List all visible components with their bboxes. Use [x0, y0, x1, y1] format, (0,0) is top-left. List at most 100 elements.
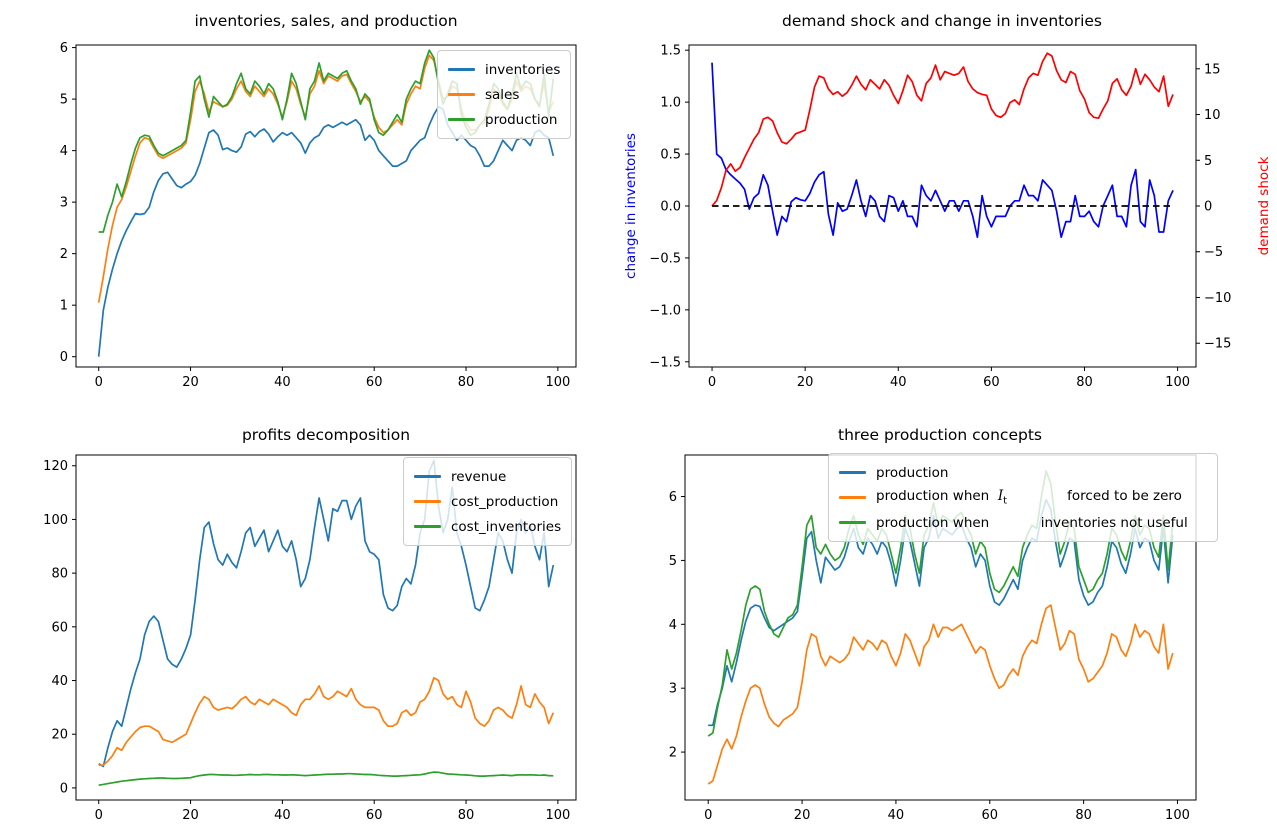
y-tick-label: 0.5	[660, 148, 681, 163]
series-line-1	[711, 52, 1174, 207]
x-tick-label: 60	[366, 375, 383, 390]
y-tick-label: 0	[60, 781, 68, 796]
x-tick-label: 20	[182, 808, 199, 823]
x-tick-label: 100	[545, 808, 570, 823]
chart-demand-shock: 0 20 40 60 80 1001.51.00.50.0−0.5−1.0−1.51510…	[649, 44, 1231, 390]
panel-inventories-sales-production: inventories, sales, and production 0 20 40…	[0, 0, 640, 410]
legend-label-post: forced to be zero	[1007, 488, 1182, 505]
x-tick-label: 80	[1076, 375, 1093, 390]
y-tick-label: 1.5	[660, 44, 681, 59]
legend-swatch-revenue	[414, 475, 441, 478]
y-tick-label: 40	[51, 674, 68, 689]
legend-item: production	[448, 107, 560, 132]
legend-label-post: inventories not useful	[989, 514, 1188, 531]
x-tick-label: 0	[708, 375, 716, 390]
right-tick-label: −10	[1204, 291, 1231, 306]
right-tick-label: 15	[1204, 62, 1221, 77]
y-tick-label: 120	[43, 459, 68, 474]
legend-swatch-inventories	[448, 68, 475, 71]
x-tick-label: 40	[888, 808, 905, 823]
legend-swatch-cost-inventories	[414, 525, 441, 528]
series-line-0	[98, 459, 555, 768]
right-tick-label: 5	[1204, 154, 1212, 169]
series-line-2	[98, 771, 554, 787]
y-tick-label: −1.0	[649, 303, 681, 318]
x-tick-label: 100	[1165, 375, 1190, 390]
y-tick-label: −0.5	[649, 251, 681, 266]
y-tick-label: 1.0	[660, 96, 681, 111]
legend-label: production when inventories not useful	[876, 515, 1188, 531]
x-tick-label: 40	[274, 375, 291, 390]
legend-item: sales	[448, 82, 560, 107]
chart-title: profits decomposition	[241, 426, 411, 444]
plot-area	[98, 459, 555, 787]
legend-item: cost_production	[414, 489, 561, 514]
y-tick-label: 20	[51, 728, 68, 743]
legend-label: cost_production	[451, 493, 559, 510]
x-axis: 0 20 40 60 80 100	[704, 800, 1190, 823]
plot-area	[711, 52, 1174, 239]
y-axis: 2 3 4 5 6	[669, 490, 685, 761]
legend-label-sub-t: t	[1003, 495, 1008, 507]
chart-title: inventories, sales, and production	[194, 12, 458, 30]
y-tick-label: 2	[60, 247, 68, 262]
y-tick-label: 0	[60, 350, 68, 365]
series-line-1	[707, 604, 1174, 785]
panel-profits-decomposition: profits decomposition 0 20 40 60 80 100 0 20 40 6…	[0, 410, 640, 834]
panel-three-production-concepts: three production concepts 0 20 40 60 80 100 2 3…	[640, 410, 1277, 834]
legend-label-pre: production when	[876, 514, 990, 531]
series-line-0	[97, 105, 555, 357]
y-tick-label: 5	[60, 93, 68, 108]
legend-item: revenue	[414, 464, 561, 489]
x-tick-label: 0	[95, 375, 103, 390]
legend-swatch-production-no-inventories	[839, 521, 866, 524]
x-tick-label: 80	[458, 375, 475, 390]
x-tick-label: 0	[704, 808, 712, 823]
legend-swatch-production	[839, 471, 866, 474]
chart-profits-decomposition: 0 20 40 60 80 100 0 20 40 60 80 100 120	[43, 454, 577, 823]
legend-swatch-production	[448, 118, 475, 121]
legend-label-math-I: I	[997, 488, 1004, 505]
legend-item: cost_inventories	[414, 514, 561, 539]
legend: inventories sales production	[437, 50, 572, 139]
series-line-1	[98, 676, 555, 766]
legend-label: revenue	[451, 468, 507, 485]
x-axis: 0 20 40 60 80 100	[95, 367, 570, 390]
x-tick-label: 100	[545, 375, 570, 390]
right-tick-label: −5	[1204, 245, 1223, 260]
y-tick-label: 100	[43, 513, 68, 528]
chart-title: demand shock and change in inventories	[782, 12, 1102, 30]
y-tick-label: 0.0	[660, 200, 681, 215]
legend-label: production	[485, 111, 558, 128]
y-tick-label: 6	[669, 490, 677, 505]
legend-label: cost_inventories	[451, 518, 562, 535]
axes-frame	[75, 454, 577, 801]
y-tick-label: 5	[669, 554, 677, 569]
y-tick-label: 4	[669, 618, 677, 633]
y-axis: 1.5 1.0 0.5 0.0 −0.5 −1.0 −1.5	[649, 44, 689, 370]
legend-item: inventories	[448, 57, 560, 82]
y-axis: 0 1 2 3 4 5 6	[60, 41, 76, 365]
legend-label: inventories	[485, 61, 561, 78]
panel-demand-shock: demand shock and change in inventories 0…	[623, 0, 1277, 410]
right-tick-label: −15	[1204, 337, 1231, 352]
x-tick-label: 80	[458, 808, 475, 823]
x-tick-label: 20	[182, 375, 199, 390]
y-axis: 0 20 40 60 80 100 120	[43, 459, 76, 796]
right-axis-label: demand shock	[1256, 156, 1272, 256]
y-tick-label: −1.5	[649, 355, 681, 370]
x-tick-label: 40	[890, 375, 907, 390]
legend-label: production	[876, 464, 949, 481]
right-tick-label: 10	[1204, 108, 1221, 123]
y-tick-label: 3	[669, 682, 677, 697]
x-tick-label: 80	[1075, 808, 1092, 823]
x-tick-label: 60	[983, 375, 1000, 390]
x-tick-label: 100	[1165, 808, 1190, 823]
legend-label: production when It forced to be zero	[876, 488, 1182, 507]
y-tick-label: 80	[51, 567, 68, 582]
legend-label: sales	[485, 86, 520, 103]
legend-item: production	[839, 460, 1207, 485]
left-axis-label: change in inventories	[623, 133, 639, 279]
x-axis: 0 20 40 60 80 100	[708, 367, 1190, 390]
